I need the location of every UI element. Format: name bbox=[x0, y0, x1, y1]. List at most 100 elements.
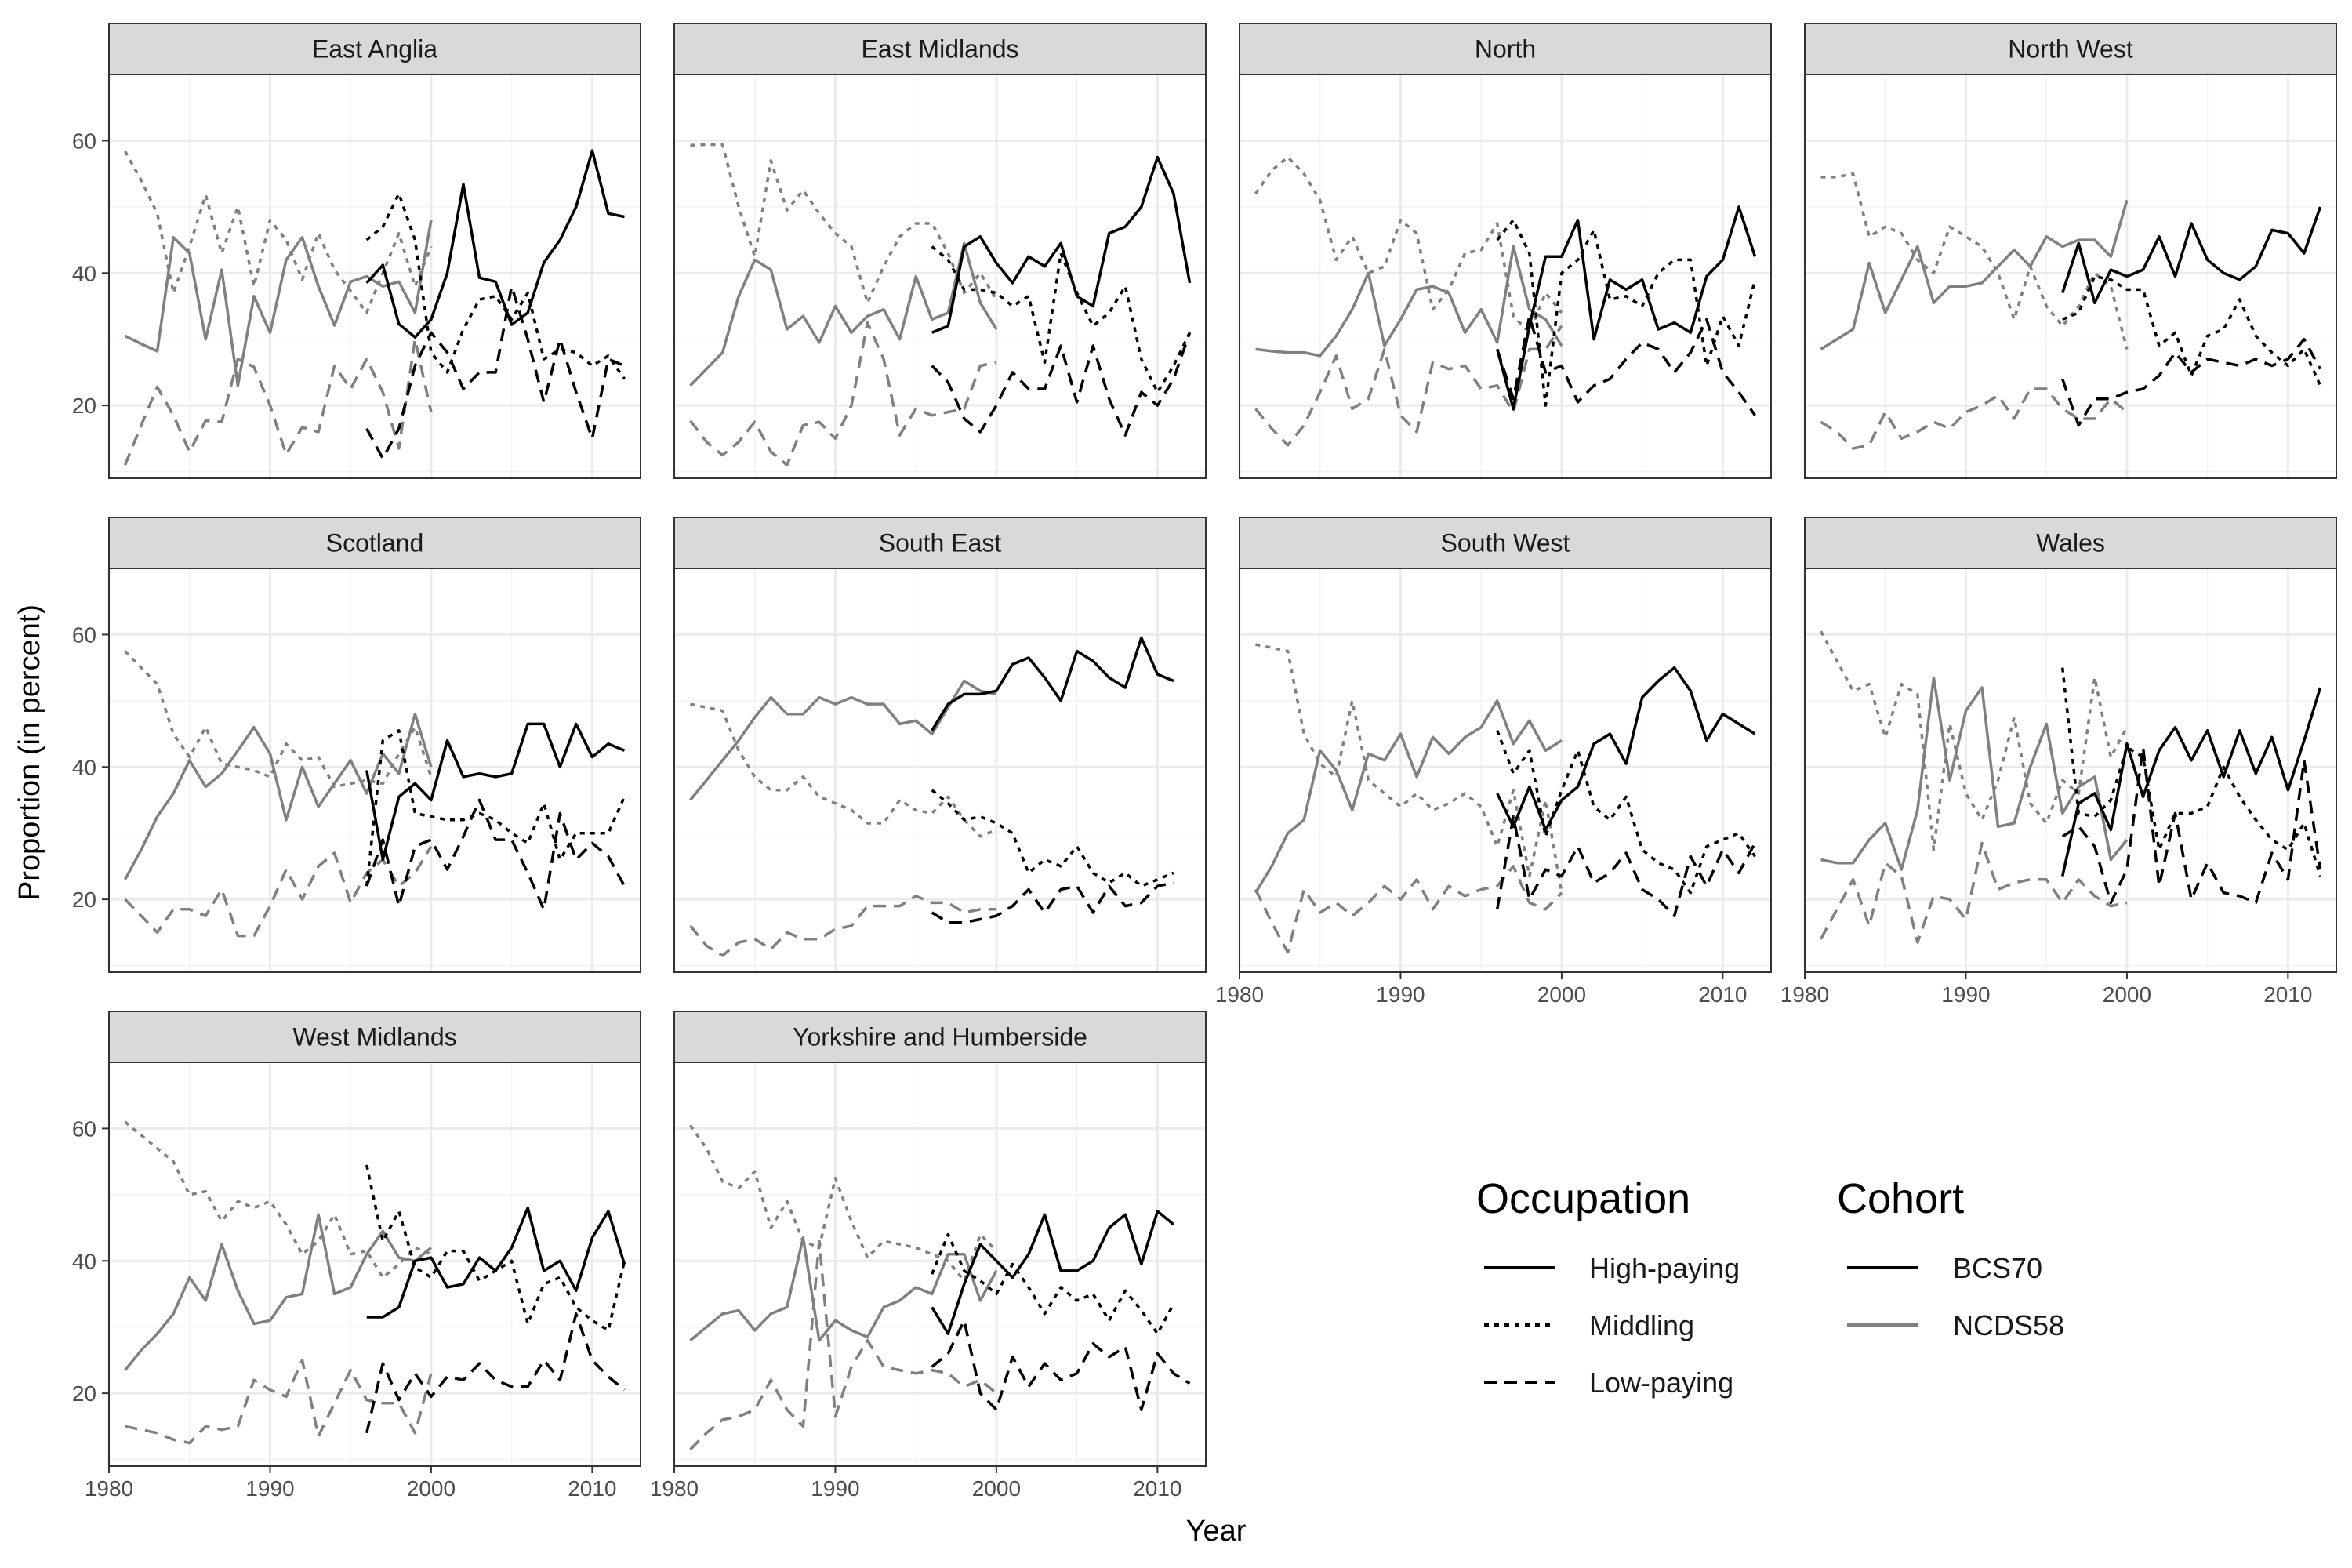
panel-border bbox=[1239, 74, 1772, 479]
legend-label-high-paying: High-paying bbox=[1589, 1252, 1740, 1284]
series-ncds58-high-paying bbox=[124, 220, 433, 387]
panel-east-anglia: East Anglia 20 40 60 bbox=[72, 23, 641, 479]
x-tick-label: 2000 bbox=[407, 1476, 456, 1501]
series-bcs70-high-paying bbox=[931, 636, 1174, 731]
series-group bbox=[123, 149, 626, 466]
chart-panels: East Anglia 20 40 60 East Midlands North North… bbox=[72, 23, 2337, 1501]
panel-south-east: South East bbox=[673, 517, 1207, 973]
legend-title-occupation: Occupation bbox=[1476, 1175, 1690, 1222]
series-bcs70-low-paying bbox=[1495, 815, 1757, 917]
panel-north-west: North West bbox=[1803, 23, 2337, 479]
series-ncds58-middling bbox=[1819, 630, 2129, 851]
strip-label-east-anglia: East Anglia bbox=[312, 35, 437, 64]
legend-label-bcs70: BCS70 bbox=[1953, 1252, 2042, 1284]
strip-label-north-west: North West bbox=[2008, 35, 2133, 64]
series-ncds58-middling bbox=[689, 1124, 998, 1283]
series-group bbox=[689, 143, 1192, 466]
panel-background bbox=[674, 1062, 1206, 1466]
panel-background bbox=[109, 74, 641, 478]
x-tick-label: 1990 bbox=[245, 1476, 294, 1501]
y-tick-label: 20 bbox=[72, 1381, 96, 1406]
y-axis-title: Proportion (in percent) bbox=[13, 604, 46, 901]
series-bcs70-high-paying bbox=[931, 1210, 1175, 1335]
series-group bbox=[123, 650, 626, 938]
series-bcs70-high-paying bbox=[1496, 666, 1756, 832]
legend-title-cohort: Cohort bbox=[1837, 1175, 1964, 1222]
series-bcs70-low-paying bbox=[931, 332, 1192, 437]
series-ncds58-low-paying bbox=[689, 1240, 998, 1451]
panel-yorkshire-and-humberside: Yorkshire and Humberside 1980 1990 2000 2010 bbox=[650, 1011, 1207, 1501]
gridlines bbox=[1803, 568, 2336, 972]
series-bcs70-middling bbox=[2062, 274, 2322, 387]
panel-border bbox=[1239, 568, 1772, 973]
strip-label-wales: Wales bbox=[2036, 529, 2105, 557]
series-bcs70-low-paying bbox=[931, 1319, 1191, 1411]
panel-border bbox=[673, 1062, 1207, 1467]
y-tick-label: 40 bbox=[72, 755, 96, 779]
series-ncds58-middling bbox=[690, 702, 997, 838]
panel-border bbox=[673, 568, 1207, 973]
series-bcs70-low-paying bbox=[931, 881, 1174, 924]
strip-label-north: North bbox=[1475, 35, 1536, 64]
series-bcs70-high-paying bbox=[365, 149, 625, 339]
series-bcs70-low-paying bbox=[2061, 337, 2322, 427]
strip-label-west-midlands: West Midlands bbox=[292, 1023, 456, 1051]
series-ncds58-low-paying bbox=[689, 895, 996, 957]
series-ncds58-low-paying bbox=[124, 845, 433, 938]
series-ncds58-middling bbox=[690, 143, 998, 305]
legend: Occupation Cohort High-paying Middling Low… bbox=[1476, 1175, 2064, 1399]
series-group bbox=[689, 636, 1174, 957]
panel-north: North bbox=[1238, 23, 1772, 479]
series-bcs70-middling bbox=[365, 1164, 626, 1332]
series-ncds58-middling bbox=[1254, 155, 1563, 335]
strip-south-west bbox=[1239, 517, 1772, 569]
panel-border bbox=[108, 74, 641, 479]
series-ncds58-low-paying bbox=[1819, 841, 2128, 944]
series-bcs70-low-paying bbox=[365, 285, 626, 460]
x-tick-label: 1980 bbox=[1780, 982, 1829, 1007]
series-bcs70-high-paying bbox=[931, 155, 1192, 334]
series-group bbox=[689, 1124, 1191, 1451]
panel-south-west: South West 1980 1990 2000 2010 bbox=[1215, 517, 1772, 1007]
series-ncds58-low-paying bbox=[1820, 387, 2129, 450]
series-ncds58-high-paying bbox=[1255, 245, 1563, 358]
panel-border bbox=[1804, 568, 2337, 973]
panel-scotland: Scotland 20 40 60 bbox=[72, 517, 641, 973]
panel-background bbox=[1240, 568, 1771, 972]
series-bcs70-high-paying bbox=[365, 722, 626, 862]
x-tick-label: 1980 bbox=[85, 1476, 133, 1501]
panel-east-midlands: East Midlands bbox=[673, 23, 1207, 479]
strip-east-anglia bbox=[108, 23, 641, 75]
gridlines bbox=[107, 1062, 641, 1466]
x-tick-label: 2000 bbox=[1537, 982, 1586, 1007]
series-bcs70-low-paying bbox=[365, 1312, 626, 1434]
x-tick-label: 2010 bbox=[1133, 1476, 1181, 1501]
series-ncds58-low-paying bbox=[125, 1359, 433, 1445]
panel-border bbox=[673, 74, 1207, 479]
strip-label-south-east: South East bbox=[879, 529, 1002, 557]
y-tick-label: 20 bbox=[72, 394, 96, 418]
strip-west-midlands bbox=[108, 1011, 641, 1063]
gridlines bbox=[673, 74, 1206, 478]
series-group bbox=[1819, 630, 2322, 944]
panel-border bbox=[1804, 74, 2337, 479]
x-tick-label: 2000 bbox=[2103, 982, 2151, 1007]
series-ncds58-high-paying bbox=[124, 1213, 433, 1371]
panel-background bbox=[674, 568, 1206, 972]
strip-scotland bbox=[108, 517, 641, 569]
y-tick-label: 60 bbox=[72, 622, 96, 647]
legend-label-ncds58: NCDS58 bbox=[1953, 1309, 2064, 1341]
series-group bbox=[1820, 172, 2322, 450]
series-group bbox=[124, 1120, 626, 1445]
legend-label-middling: Middling bbox=[1589, 1309, 1694, 1341]
series-bcs70-middling bbox=[931, 245, 1192, 394]
x-tick-label: 1980 bbox=[650, 1476, 699, 1501]
series-ncds58-high-paying bbox=[1254, 699, 1563, 894]
series-bcs70-middling bbox=[365, 192, 626, 380]
y-tick-label: 60 bbox=[72, 1116, 96, 1141]
series-ncds58-high-paying bbox=[1820, 199, 2129, 350]
series-ncds58-low-paying bbox=[1254, 865, 1563, 954]
y-tick-label: 60 bbox=[72, 129, 96, 153]
series-bcs70-low-paying bbox=[365, 798, 626, 911]
